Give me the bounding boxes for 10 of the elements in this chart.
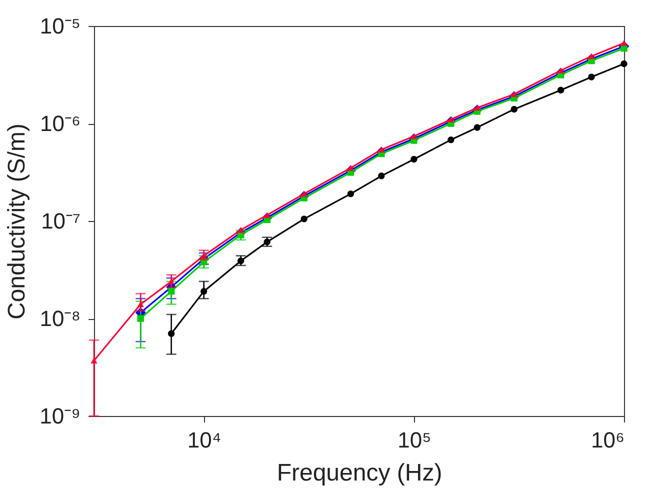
x-tick-label: 10⁶ — [590, 428, 624, 452]
x-axis-title: Frequency (Hz) — [276, 460, 442, 486]
y-tick-label: 10⁻⁷ — [41, 208, 81, 234]
y-tick-label: 10⁻⁸ — [40, 306, 80, 331]
x-tick-label: 10⁵ — [398, 428, 432, 452]
x-tick-label: 10⁴ — [187, 428, 222, 452]
y-axis-title: Conductivity (S/m) — [4, 123, 31, 320]
y-tick-label: 10⁻⁵ — [40, 14, 80, 38]
y-tick-label: 10⁻⁹ — [40, 404, 80, 428]
y-tick-label: 10⁻⁶ — [40, 111, 80, 136]
